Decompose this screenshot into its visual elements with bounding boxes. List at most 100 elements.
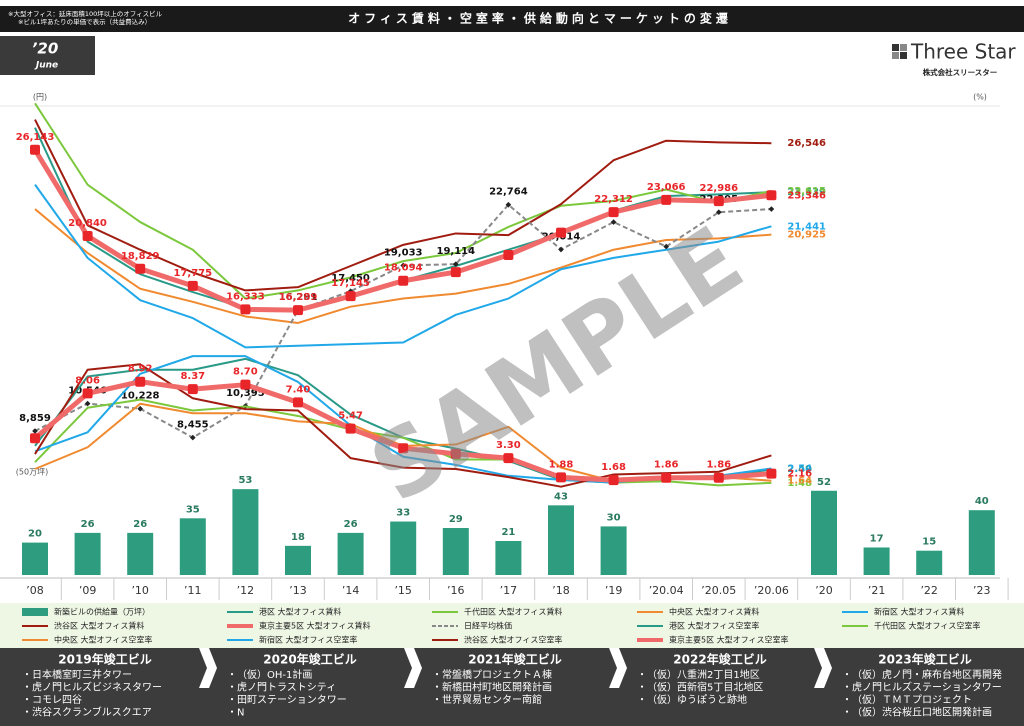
point-marker: [768, 206, 775, 212]
x-tick-label: ’14: [342, 584, 360, 597]
bar: [442, 528, 469, 575]
logo-company: 株式会社スリースター: [923, 67, 998, 77]
point-marker: [766, 468, 777, 479]
panel-bullet: ・: [432, 670, 442, 681]
value-label: 21,441: [787, 221, 826, 232]
panel-divider: [814, 648, 832, 688]
value-label: 1.86: [654, 460, 679, 471]
legend-label: 新築ビルの供給量（万坪）: [54, 607, 150, 617]
panel-bullet: ・: [842, 708, 852, 719]
bar-label: 29: [449, 514, 463, 525]
line: [34, 119, 772, 292]
bar: [916, 550, 943, 575]
completion-band: [0, 648, 1024, 726]
point-marker: [450, 267, 461, 278]
bar: [22, 542, 48, 575]
date-year: ’20: [32, 40, 59, 58]
x-tick-label: ’17: [500, 584, 518, 597]
point-marker: [82, 231, 93, 242]
panel-item: 虎ノ門トラストシティ: [237, 682, 336, 694]
bar: [600, 526, 627, 575]
bar: [337, 532, 364, 575]
x-tick-label: ’15: [394, 584, 412, 597]
value-label: 18,829: [121, 251, 160, 262]
bar-label: 35: [186, 504, 200, 515]
point-marker: [30, 433, 40, 444]
point-marker: [187, 384, 198, 395]
point-marker: [766, 190, 777, 201]
bar-label: 26: [344, 519, 358, 530]
point-marker: [189, 434, 196, 441]
legend-label: 中央区 大型オフィス賃料: [669, 607, 759, 617]
panel-divider: [199, 648, 217, 688]
point-marker: [187, 280, 198, 291]
legend-label: 渋谷区 大型オフィス空室率: [464, 635, 562, 645]
bar: [495, 540, 522, 575]
point-marker: [135, 263, 146, 274]
panel-bullet: ・: [842, 683, 852, 694]
y2-axis-unit: (%): [973, 93, 987, 102]
point-marker: [556, 227, 566, 238]
header-title: オフィス賃料・空室率・供給動向とマーケットの変遷: [348, 11, 732, 26]
value-label: 16,289: [279, 292, 318, 303]
bar-label: 26: [133, 519, 147, 530]
legend-label: 新宿区 大型オフィス賃料: [874, 607, 964, 617]
header-note: ※ビル1坪あたりの単価で表示（共益費込み）: [18, 17, 151, 26]
bar: [74, 532, 101, 575]
panel-item: 虎ノ門ヒルズビジネスタワー: [32, 681, 162, 694]
x-tick-label: ’23: [973, 584, 991, 597]
bar-label: 52: [817, 477, 831, 488]
bar: [127, 532, 154, 575]
x-tick-label: ’13: [289, 584, 307, 597]
x-tick-label: ’20: [815, 584, 833, 597]
point-marker: [505, 201, 512, 208]
legend-label: 新宿区 大型オフィス空室率: [259, 635, 357, 645]
panel-item: 日本橋室町三井タワー: [32, 668, 132, 681]
point-marker: [661, 472, 672, 483]
point-marker: [450, 448, 461, 459]
x-tick-label: ’19: [605, 584, 623, 597]
bar: [285, 545, 311, 575]
panel-item: コモレ四谷: [32, 694, 82, 706]
legend-label: 渋谷区 大型オフィス賃料: [54, 621, 144, 631]
point-marker: [293, 305, 303, 316]
y3-axis-unit: (50万坪): [16, 468, 48, 477]
value-label: 7.40: [286, 384, 311, 395]
panel-bullet: ・: [842, 670, 852, 681]
point-marker: [398, 443, 409, 454]
bar-label: 18: [291, 532, 305, 543]
value-label: 1.88: [549, 459, 574, 470]
panel-title: 2019年竣工ビル: [58, 652, 151, 667]
point-marker: [82, 388, 93, 399]
panel-item: （仮）渋谷桜丘口地区開発計画: [852, 706, 992, 719]
value-label: 8,455: [177, 420, 209, 431]
value-label: 8.92: [128, 364, 153, 375]
date-box: [0, 36, 95, 75]
point-marker: [240, 379, 251, 390]
bar-label: 30: [607, 512, 621, 523]
legend-label: 東京主要5区 大型オフィス賃料: [259, 621, 370, 631]
bar-label: 17: [870, 533, 884, 544]
bar: [863, 547, 890, 575]
panel-title: 2022年竣工ビル: [673, 652, 766, 667]
panel-bullet: ・: [432, 695, 442, 706]
bar-label: 21: [501, 527, 515, 538]
value-label: 22,764: [489, 187, 528, 198]
value-label: 17,775: [174, 268, 213, 279]
value-label: 20,840: [68, 218, 107, 229]
value-label: 8.70: [233, 367, 258, 378]
legend-label: 千代田区 大型オフィス賃料: [464, 607, 562, 617]
point-marker: [608, 475, 619, 486]
point-marker: [240, 304, 251, 315]
value-label: 19,033: [384, 247, 423, 258]
bar: [390, 521, 417, 575]
legend-label: 東京主要5区 大型オフィス空室率: [669, 635, 788, 645]
point-marker: [345, 423, 356, 434]
point-marker: [293, 397, 303, 408]
logo-name: Three Star: [910, 40, 1016, 64]
panel-bullet: ・: [22, 670, 32, 681]
panel-bullet: ・: [22, 695, 32, 706]
line: [34, 363, 772, 488]
value-label: 19,114: [437, 246, 476, 257]
panel-item: 田町ステーションタワー: [237, 694, 347, 706]
